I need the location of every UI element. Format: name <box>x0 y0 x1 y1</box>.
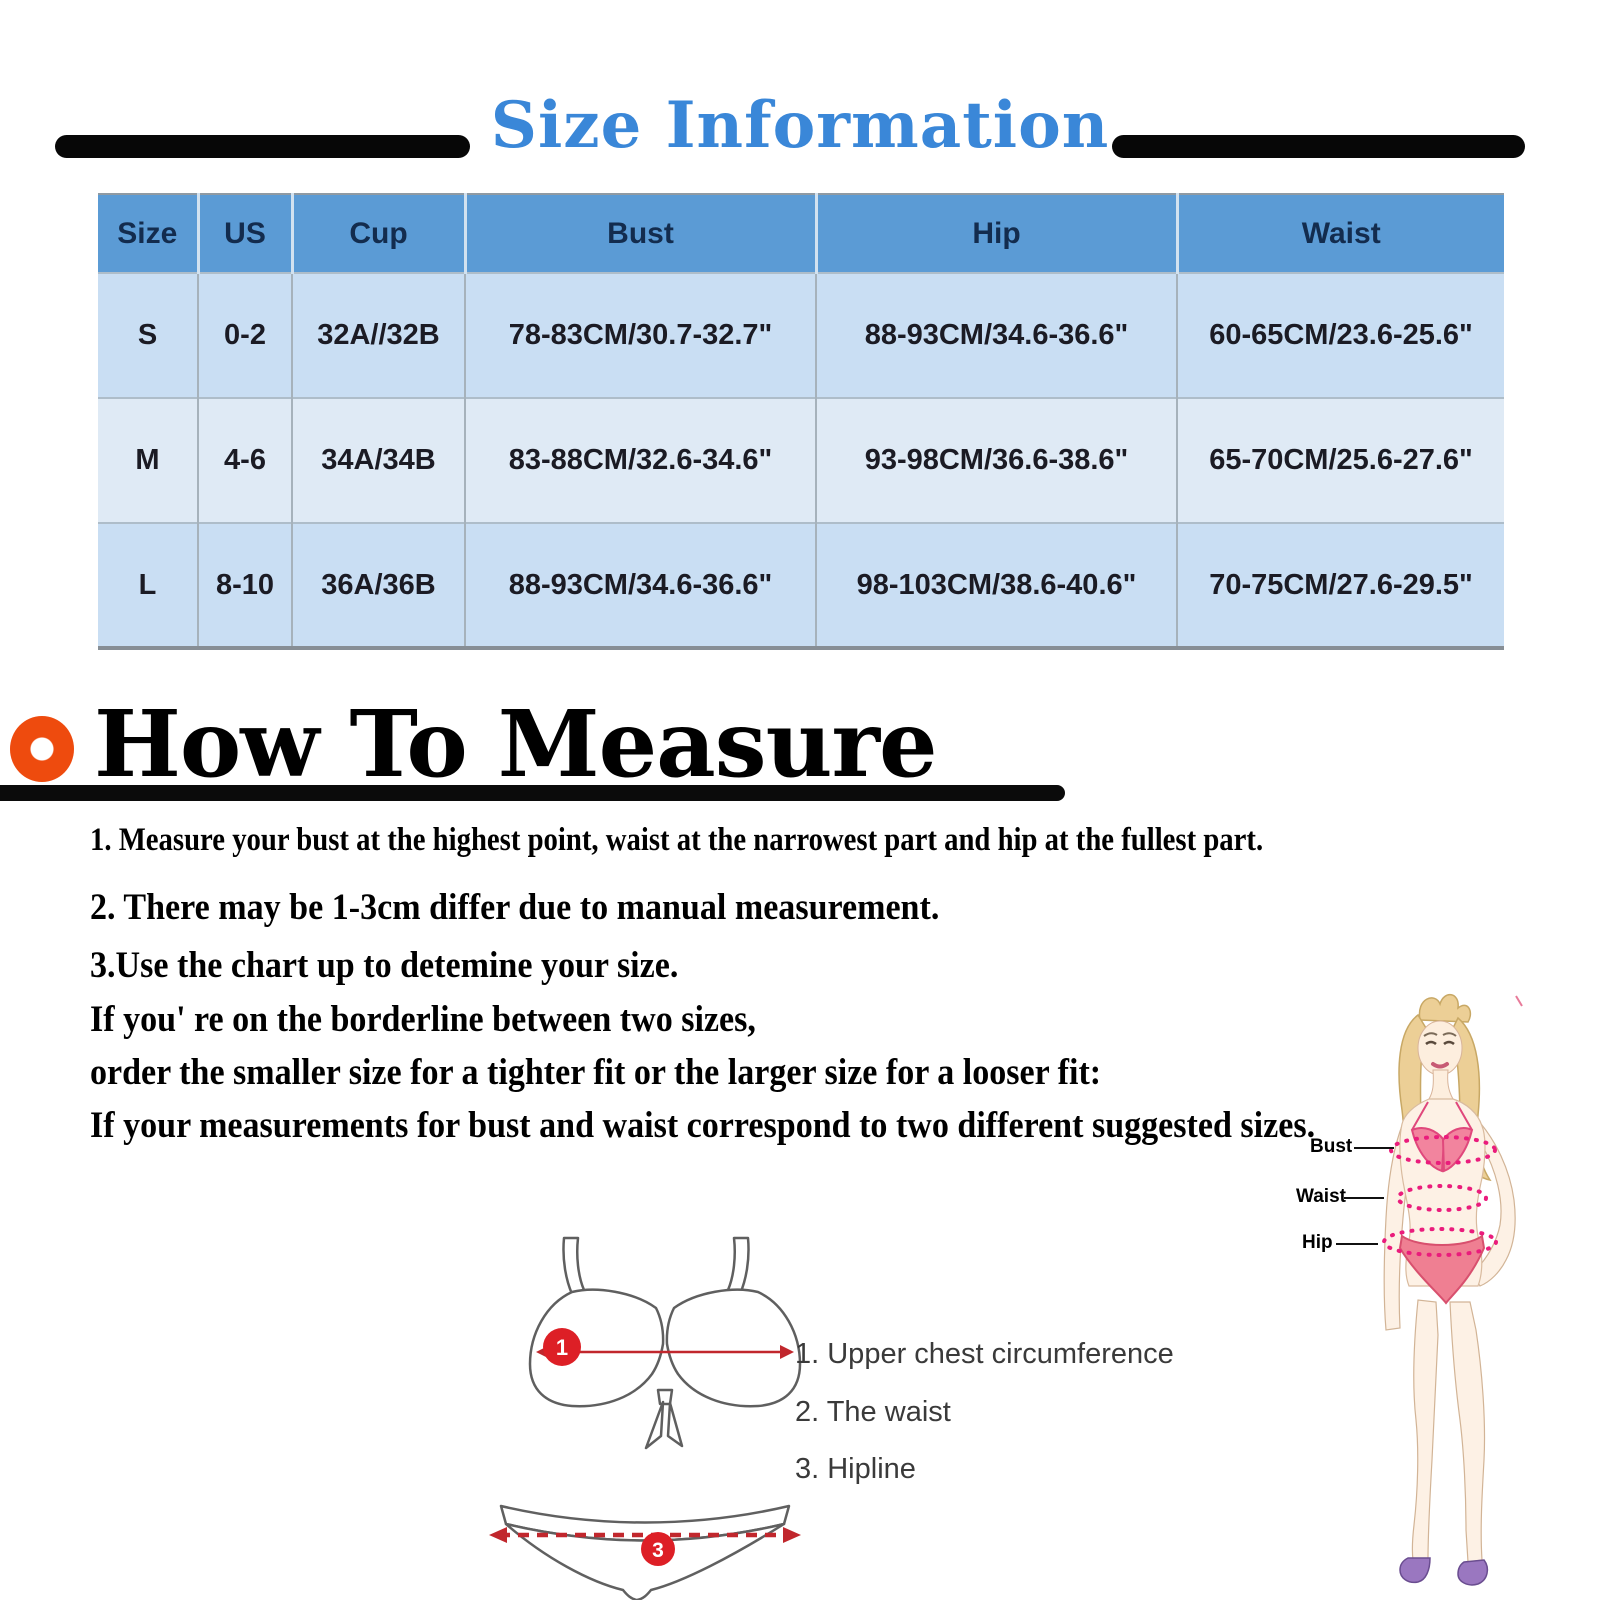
hip-measure-arrow <box>489 1527 801 1543</box>
badge-3: 3 <box>641 1532 675 1566</box>
badge-3-number: 3 <box>652 1539 664 1562</box>
bust-pointer-line <box>1354 1147 1394 1149</box>
instruction-line: If your measurements for bust and waist … <box>90 1105 1316 1146</box>
size-chart-table: Size US Cup Bust Hip Waist S 0-2 32A//32… <box>98 193 1504 650</box>
cell-hip: 98-103CM/38.6-40.6" <box>816 522 1178 648</box>
orange-ring-icon <box>10 716 74 782</box>
badge-1: 1 <box>543 1328 581 1366</box>
cell-cup: 32A//32B <box>292 272 466 398</box>
hip-pointer-line <box>1336 1243 1378 1245</box>
title-divider-left <box>55 135 470 158</box>
measure-list-item: 2. The waist <box>795 1396 951 1428</box>
cell-bust: 78-83CM/30.7-32.7" <box>465 272 817 398</box>
measurement-figure-illustration <box>1382 994 1523 1586</box>
col-header-size: Size <box>98 194 200 273</box>
cell-hip: 88-93CM/34.6-36.6" <box>816 272 1178 398</box>
cell-us: 4-6 <box>198 397 293 523</box>
cell-waist: 70-75CM/27.6-29.5" <box>1177 522 1504 648</box>
heading-underline <box>0 785 1065 801</box>
col-header-bust: Bust <box>465 194 818 273</box>
instruction-line: 2. There may be 1-3cm differ due to manu… <box>90 887 940 928</box>
instruction-line: order the smaller size for a tighter fit… <box>90 1052 1102 1093</box>
instruction-line: If you' re on the borderline between two… <box>90 999 756 1040</box>
cell-us: 8-10 <box>198 522 293 648</box>
instruction-line: 3.Use the chart up to detemine your size… <box>90 945 679 986</box>
bikini-top-sketch: 1 <box>528 1236 802 1450</box>
cell-waist: 60-65CM/23.6-25.6" <box>1177 272 1504 398</box>
how-to-measure-heading: How To Measure <box>94 690 937 798</box>
badge-1-number: 1 <box>556 1335 568 1360</box>
instruction-line: 1. Measure your bust at the highest poin… <box>90 822 1264 858</box>
page-title: Size Information <box>490 88 1110 163</box>
cell-us: 0-2 <box>198 272 293 398</box>
bust-label: Bust <box>1310 1136 1353 1157</box>
hip-label: Hip <box>1302 1232 1333 1253</box>
cell-size: S <box>98 272 199 398</box>
title-divider-right <box>1112 135 1525 158</box>
cell-size: M <box>98 397 199 523</box>
cell-bust: 83-88CM/32.6-34.6" <box>465 397 817 523</box>
measure-list-item: 1. Upper chest circumference <box>795 1338 1174 1370</box>
table-row: S 0-2 32A//32B 78-83CM/30.7-32.7" 88-93C… <box>98 272 1504 398</box>
cell-cup: 34A/34B <box>292 397 466 523</box>
table-row: L 8-10 36A/36B 88-93CM/34.6-36.6" 98-103… <box>98 522 1504 648</box>
col-header-waist: Waist <box>1177 194 1504 273</box>
cell-size: L <box>98 522 199 648</box>
table-row: M 4-6 34A/34B 83-88CM/32.6-34.6" 93-98CM… <box>98 397 1504 523</box>
cell-cup: 36A/36B <box>292 522 466 648</box>
bikini-bottom-sketch: 3 <box>489 1504 801 1600</box>
col-header-hip: Hip <box>816 194 1179 273</box>
cell-bust: 88-93CM/34.6-36.6" <box>465 522 817 648</box>
col-header-us: US <box>198 194 294 273</box>
col-header-cup: Cup <box>292 194 467 273</box>
table-header-row: Size US Cup Bust Hip Waist <box>98 194 1504 273</box>
waist-pointer-line <box>1344 1197 1384 1199</box>
cell-hip: 93-98CM/36.6-38.6" <box>816 397 1178 523</box>
waist-label: Waist <box>1296 1186 1346 1207</box>
measure-list-item: 3. Hipline <box>795 1453 916 1485</box>
cell-waist: 65-70CM/25.6-27.6" <box>1177 397 1504 523</box>
